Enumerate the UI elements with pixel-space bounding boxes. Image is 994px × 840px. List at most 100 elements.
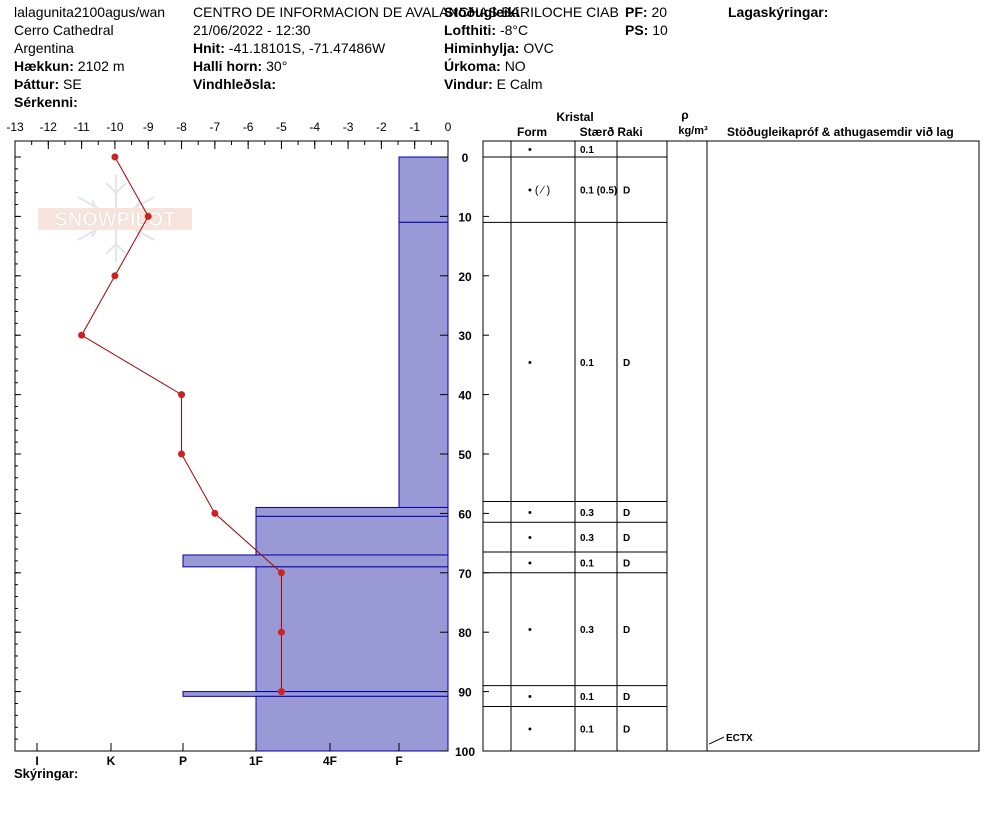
hardness-bar (255, 506, 449, 517)
hardness-bar (255, 566, 449, 693)
hardness-tick-label: 1F (249, 754, 263, 768)
layer-wetness: D (623, 533, 630, 544)
hardness-bar (398, 156, 449, 223)
layer-form: • (528, 691, 532, 703)
layer-form: • (528, 357, 532, 369)
wetness-header: Raki (617, 125, 642, 139)
wind: Vindur: E Calm (444, 76, 543, 92)
temp-tick-label: -10 (106, 120, 124, 134)
temperature-point (178, 450, 186, 458)
coordinates: Hnit: -41.18101S, -71.47486W (193, 40, 386, 56)
depth-tick-label: 20 (458, 270, 472, 284)
stability-header: Stöðugleikapróf & athugasemdir við lag (727, 125, 954, 139)
hardness-tick-label: 4F (323, 754, 337, 768)
hardness-bar (255, 515, 449, 556)
temp-tick-label: -4 (309, 120, 320, 134)
temp-tick-label: -8 (176, 120, 187, 134)
temperature-point (277, 569, 285, 577)
layer-size: 0.3 (580, 625, 594, 636)
temperature-point (111, 272, 119, 280)
air-temp: Lofthiti: -8°C (444, 22, 529, 38)
density-unit-header: kg/m³ (678, 125, 708, 137)
legend-label: Skýringar: (14, 766, 78, 781)
pf-value: PF: 20 (625, 4, 668, 20)
layer-size: 0.1 (0.5) (580, 186, 617, 197)
temp-tick-label: -7 (210, 120, 221, 134)
temp-tick-label: -9 (143, 120, 154, 134)
layer-wetness: D (623, 358, 630, 369)
slope-angle: Halli horn: 30° (193, 58, 288, 74)
layer-table-headers: Kristal Form Stærð Raki ρ kg/m³ Stöðugle… (517, 108, 954, 139)
temperature-point (178, 391, 186, 399)
layer-form: • (528, 144, 532, 156)
layer-wetness: D (623, 625, 630, 636)
layer-wetness: D (623, 725, 630, 736)
watermark-text: SNOWPILOT (54, 209, 175, 231)
depth-tick-label: 10 (458, 210, 472, 224)
layer-size: 0.1 (580, 358, 594, 369)
wind-loading: Vindhleðsla: (193, 76, 276, 92)
header: lalagunita2100agus/wan Cerro Cathedral A… (0, 0, 994, 112)
layer-form: • (528, 624, 532, 636)
depth-tick-label: 30 (458, 329, 472, 343)
table-frame (482, 140, 980, 752)
watermark-band (38, 208, 192, 230)
stability-test-pointer (708, 736, 725, 745)
sky-cover: Himinhylja: OVC (444, 40, 554, 56)
layer-form: • ( ⁄ ) (528, 185, 550, 197)
layer-form: • (528, 532, 532, 544)
temperature-line (80, 156, 282, 692)
hardness-tick-label: I (35, 754, 38, 768)
temperature-profile (78, 153, 285, 696)
layer-form: • (528, 557, 532, 569)
temperature-point (277, 688, 285, 696)
temperature-point (144, 212, 152, 220)
rho-header: ρ (681, 108, 688, 122)
form-header: Form (517, 125, 547, 139)
temperature-point (211, 509, 219, 517)
hardness-bar (398, 221, 449, 508)
temp-tick-label: -11 (73, 120, 90, 134)
hardness-tick-label: F (395, 754, 402, 768)
temp-tick-label: -2 (376, 120, 387, 134)
layer-wetness: D (623, 558, 630, 569)
layer-form: • (528, 724, 532, 736)
temp-tick-label: -6 (243, 120, 254, 134)
ps-value: PS: 10 (625, 22, 668, 38)
temp-tick-label: 0 (445, 120, 452, 134)
depth-tick-label: 50 (458, 448, 472, 462)
layer-wetness: D (623, 508, 630, 519)
stability-test-label: ECTX (726, 733, 753, 744)
layer-wetness: D (623, 186, 630, 197)
site-name: lalagunita2100agus/wan (14, 4, 166, 20)
stability-label: Stöðugleiki (444, 4, 520, 20)
layer-size: 0.1 (580, 558, 594, 569)
layer-form: • (528, 507, 532, 519)
temp-tick-label: -3 (343, 120, 354, 134)
depth-tick-label: 40 (458, 389, 472, 403)
organization: CENTRO DE INFORMACION DE AVALANCHAS BARI… (193, 4, 619, 20)
layer-size: 0.1 (580, 692, 594, 703)
date-time: 21/06/2022 - 12:30 (193, 22, 311, 38)
layer-size: 0.3 (580, 508, 594, 519)
hardness-bar (182, 691, 449, 697)
hardness-tick-label: P (179, 754, 187, 768)
size-header: Stærð (580, 125, 615, 139)
temperature-point (111, 153, 119, 161)
layer-notes-label: Lagaskýringar: (728, 4, 829, 20)
layer-size: 0.3 (580, 533, 594, 544)
depth-tick-label: 90 (458, 686, 472, 700)
depth-tick-label: 60 (458, 507, 472, 521)
temperature-point (78, 331, 86, 339)
depth-axis: 0 10 20 30 40 50 60 70 80 90 100 (15, 151, 475, 759)
hardness-axis: I K P 1F 4F F (35, 743, 403, 768)
layer-size: 0.1 (580, 145, 594, 156)
depth-tick-label: 70 (458, 567, 472, 581)
hardness-tick-label: K (107, 754, 116, 768)
temperature-point (277, 628, 285, 636)
depth-tick-label: 100 (455, 745, 475, 759)
hardness-profile (182, 156, 449, 752)
depth-tick-label: 0 (462, 151, 469, 165)
layer-size: 0.1 (580, 725, 594, 736)
